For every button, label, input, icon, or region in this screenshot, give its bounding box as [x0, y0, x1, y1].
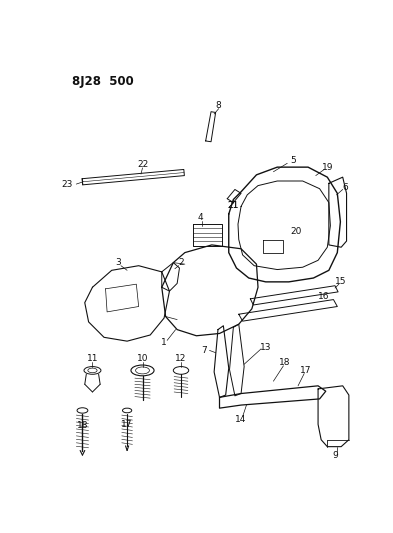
Text: 21: 21 — [227, 201, 238, 210]
Text: 9: 9 — [332, 450, 338, 459]
Text: 18: 18 — [77, 422, 88, 430]
Text: 8: 8 — [216, 101, 222, 110]
Text: 3: 3 — [115, 258, 121, 267]
Text: 14: 14 — [235, 415, 247, 424]
Text: 2: 2 — [178, 258, 184, 267]
Text: 11: 11 — [87, 354, 98, 364]
Text: 20: 20 — [291, 227, 302, 236]
Text: 4: 4 — [197, 213, 203, 222]
Text: 19: 19 — [321, 163, 333, 172]
Text: 17: 17 — [300, 366, 312, 375]
Text: 22: 22 — [137, 160, 148, 169]
Text: 16: 16 — [318, 292, 329, 301]
Text: 6: 6 — [342, 183, 348, 192]
Text: 10: 10 — [137, 354, 148, 364]
Text: 8J28  500: 8J28 500 — [72, 75, 133, 88]
Text: 12: 12 — [175, 354, 187, 364]
Text: 17: 17 — [121, 420, 133, 429]
Text: 23: 23 — [61, 180, 73, 189]
Text: 15: 15 — [335, 277, 347, 286]
Text: 1: 1 — [161, 338, 167, 347]
Text: 5: 5 — [290, 157, 296, 165]
Text: 18: 18 — [279, 358, 291, 367]
Text: 13: 13 — [260, 343, 272, 352]
Text: 7: 7 — [201, 346, 207, 355]
Text: 21: 21 — [227, 201, 238, 210]
